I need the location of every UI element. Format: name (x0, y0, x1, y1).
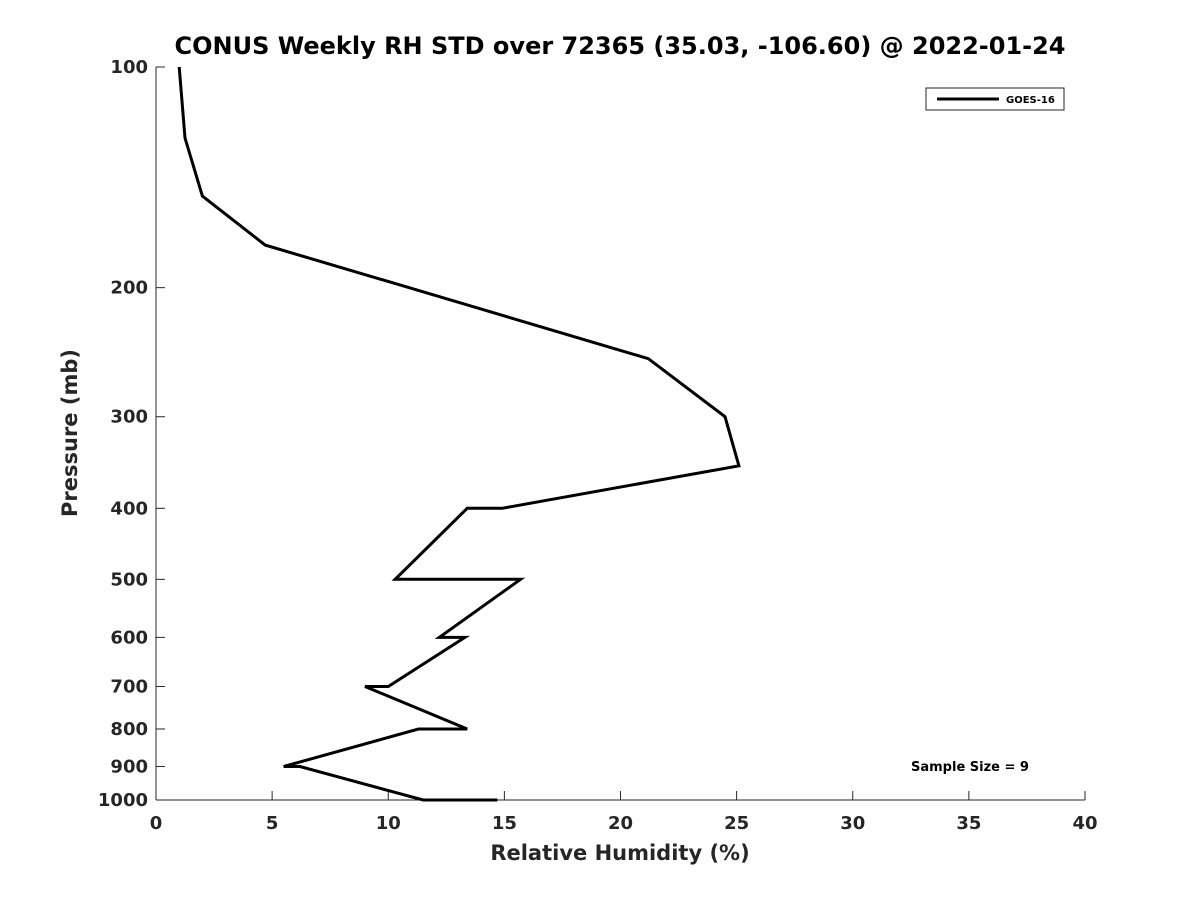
y-tick-label: 100 (110, 57, 148, 78)
x-tick-label: 10 (376, 813, 401, 834)
x-tick-label: 30 (840, 813, 865, 834)
y-tick-label: 800 (110, 719, 148, 740)
y-tick-label: 300 (110, 407, 148, 428)
x-tick-label: 20 (608, 813, 633, 834)
legend: GOES-16 (925, 87, 1065, 111)
x-tick-label: 5 (266, 813, 279, 834)
sample-size-annotation: Sample Size = 9 (911, 760, 1029, 775)
y-tick-label: 700 (110, 676, 148, 697)
x-tick-label: 40 (1072, 813, 1097, 834)
y-tick-label: 400 (110, 498, 148, 519)
x-tick-label: 15 (492, 813, 517, 834)
y-axis-ticks: 100 200 300 400 500 600 700 800 900 1000 (98, 57, 165, 811)
series-layer (177, 66, 741, 802)
x-tick-label: 25 (724, 813, 749, 834)
y-tick-label: 900 (110, 756, 148, 777)
x-axis-ticks: 0 5 10 15 20 25 30 35 40 (150, 791, 1098, 834)
x-axis-label: Relative Humidity (%) (490, 841, 749, 865)
chart-title: CONUS Weekly RH STD over 72365 (35.03, -… (174, 32, 1065, 60)
legend-label: GOES-16 (1006, 95, 1055, 106)
x-tick-label: 35 (956, 813, 981, 834)
y-tick-label: 600 (110, 627, 148, 648)
series-line-goes-16 (177, 66, 741, 802)
y-tick-label: 1000 (98, 790, 148, 811)
y-tick-label: 500 (110, 569, 148, 590)
y-tick-label: 200 (110, 278, 148, 299)
plot-area (155, 67, 1085, 801)
y-axis-label: Pressure (mb) (58, 349, 82, 517)
x-tick-label: 0 (150, 813, 163, 834)
